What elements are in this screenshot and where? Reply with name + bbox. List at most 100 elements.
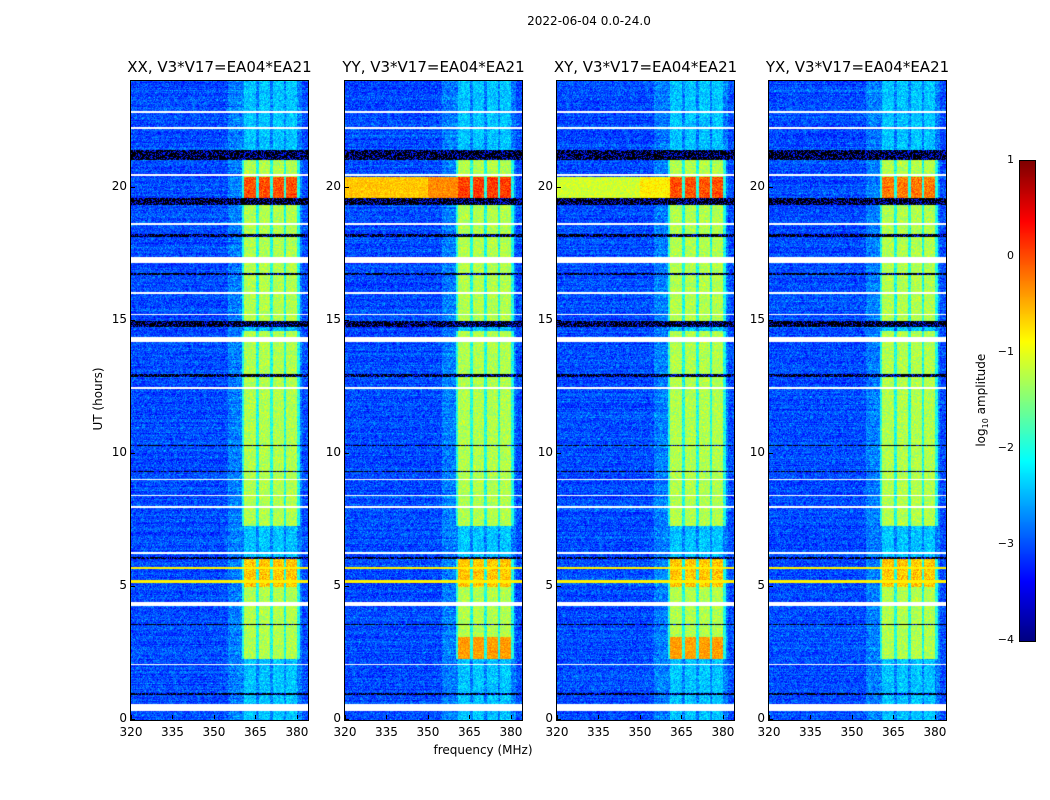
y-tick-label: 20 (537, 178, 553, 193)
y-tick-mark (769, 585, 773, 587)
x-tick-mark (893, 715, 895, 719)
x-tick-mark (427, 715, 429, 719)
x-tick-mark (386, 715, 388, 719)
y-tick-label: 10 (111, 444, 127, 459)
y-tick-label: 0 (545, 711, 553, 725)
colorbar-tick-label: 0 (1007, 249, 1014, 262)
x-tick-mark (851, 715, 853, 719)
x-tick-mark (255, 715, 257, 719)
x-tick-label: 335 (799, 725, 822, 739)
y-axis-label: UT (hours) (91, 367, 105, 431)
colorbar-label-rest: amplitude (973, 353, 988, 419)
y-tick-mark (131, 186, 135, 188)
x-tick-mark (469, 715, 471, 719)
panel-title-xx: XX, V3*V17=EA04*EA21 (127, 58, 312, 76)
y-tick-mark (345, 319, 349, 321)
y-tick-mark (131, 452, 135, 454)
x-tick-label: 380 (285, 725, 309, 739)
y-tick-mark (131, 585, 135, 587)
spectrogram-panel-yy (344, 80, 523, 721)
y-tick-label: 20 (749, 178, 765, 193)
colorbar-label-log: log (973, 428, 988, 447)
x-tick-label: 320 (545, 725, 569, 739)
x-tick-label: 335 (587, 725, 610, 739)
y-tick-label: 5 (545, 577, 553, 592)
spectrogram-image (557, 81, 734, 720)
colorbar (1019, 160, 1036, 642)
x-tick-mark (722, 715, 724, 719)
x-tick-label: 320 (333, 725, 357, 739)
y-tick-label: 15 (749, 311, 765, 326)
y-tick-mark (131, 719, 135, 720)
spectrogram-image (131, 81, 308, 720)
colorbar-tick-label: −1 (997, 345, 1014, 358)
y-tick-mark (769, 719, 773, 720)
x-tick-label: 380 (711, 725, 735, 739)
y-tick-label: 5 (333, 577, 341, 592)
figure-title: 2022-06-04 0.0-24.0 (527, 14, 651, 28)
y-tick-mark (769, 319, 773, 321)
y-tick-mark (345, 186, 349, 188)
y-tick-label: 10 (537, 444, 553, 459)
x-tick-label: 365 (244, 725, 267, 739)
x-tick-label: 350 (840, 725, 864, 739)
colorbar-tick-label: −2 (997, 441, 1014, 454)
x-tick-mark (681, 715, 683, 719)
y-tick-label: 0 (119, 711, 127, 725)
colorbar-tick-label: −3 (997, 537, 1014, 550)
x-tick-mark (769, 715, 770, 719)
y-tick-mark (769, 186, 773, 188)
x-tick-label: 380 (499, 725, 523, 739)
colorbar-tick-label: 1 (1007, 153, 1014, 166)
spectrogram-image (769, 81, 946, 720)
x-tick-mark (213, 715, 215, 719)
y-tick-label: 10 (325, 444, 341, 459)
x-tick-mark (510, 715, 512, 719)
x-tick-label: 350 (628, 725, 652, 739)
y-tick-label: 5 (757, 577, 765, 592)
y-tick-label: 0 (757, 711, 765, 725)
y-tick-label: 15 (537, 311, 553, 326)
x-tick-mark (131, 715, 132, 719)
y-tick-label: 15 (111, 311, 127, 326)
y-tick-mark (345, 585, 349, 587)
spectrogram-panel-yx (768, 80, 947, 721)
x-tick-label: 365 (882, 725, 905, 739)
spectrogram-panel-xx (130, 80, 309, 721)
spectrogram-image (345, 81, 522, 720)
x-tick-mark (598, 715, 600, 719)
y-tick-mark (557, 585, 561, 587)
x-tick-label: 350 (416, 725, 440, 739)
x-tick-label: 380 (923, 725, 947, 739)
y-tick-mark (557, 186, 561, 188)
y-tick-mark (769, 452, 773, 454)
y-tick-label: 20 (325, 178, 341, 193)
colorbar-label: log10 amplitude (974, 340, 990, 460)
x-tick-label: 350 (202, 725, 226, 739)
x-axis-label: frequency (MHz) (433, 743, 533, 757)
y-tick-mark (345, 719, 349, 720)
x-tick-label: 335 (161, 725, 184, 739)
y-tick-mark (131, 319, 135, 321)
x-tick-label: 320 (757, 725, 781, 739)
spectrogram-panel-xy (556, 80, 735, 721)
y-tick-label: 20 (111, 178, 127, 193)
panel-title-yy: YY, V3*V17=EA04*EA21 (342, 58, 525, 76)
colorbar-label-sub: 10 (981, 418, 991, 429)
x-tick-mark (934, 715, 936, 719)
x-tick-mark (172, 715, 174, 719)
x-tick-label: 335 (375, 725, 398, 739)
x-tick-label: 365 (458, 725, 481, 739)
panel-title-xy: XY, V3*V17=EA04*EA21 (553, 58, 738, 76)
panel-title-yx: YX, V3*V17=EA04*EA21 (765, 58, 950, 76)
y-tick-label: 10 (749, 444, 765, 459)
x-tick-label: 365 (670, 725, 693, 739)
y-tick-mark (557, 719, 561, 720)
x-tick-mark (810, 715, 812, 719)
y-tick-label: 5 (119, 577, 127, 592)
y-tick-mark (557, 452, 561, 454)
x-tick-label: 320 (119, 725, 143, 739)
y-tick-label: 0 (333, 711, 341, 725)
x-tick-mark (296, 715, 298, 719)
